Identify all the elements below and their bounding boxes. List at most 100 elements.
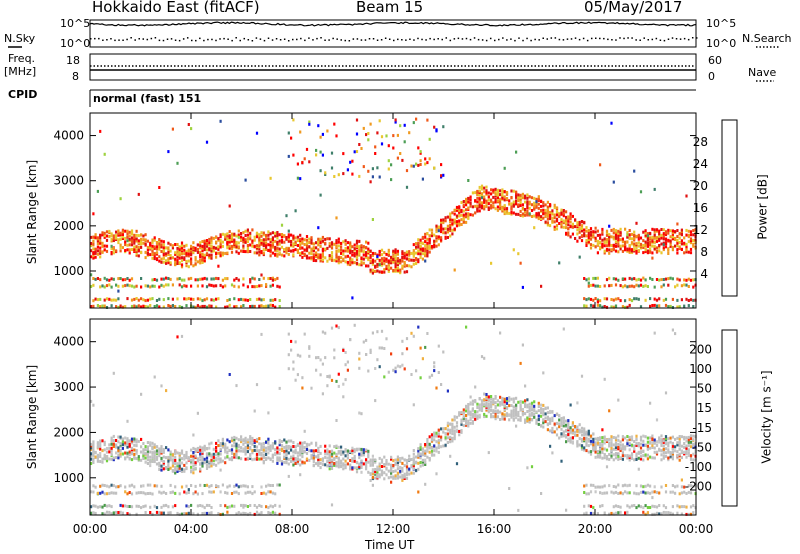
heatmap-cell [201, 304, 204, 308]
heatmap-cell [205, 248, 209, 252]
heatmap-cell [260, 332, 263, 336]
heatmap-cell [685, 247, 688, 251]
heatmap-cell [242, 505, 245, 509]
heatmap-cell [558, 214, 561, 218]
heatmap-cell [140, 237, 143, 241]
heatmap-cell [144, 445, 147, 449]
heatmap-cell [285, 246, 288, 250]
nsearch-point [607, 38, 609, 41]
nsearch-point [340, 39, 342, 41]
heatmap-cell [137, 192, 140, 196]
heatmap-cell [592, 283, 595, 287]
heatmap-cell [433, 365, 436, 369]
heatmap-cell [101, 284, 104, 288]
heatmap-cell [180, 334, 184, 338]
heatmap-cell [587, 234, 590, 238]
heatmap-cell [285, 248, 288, 252]
heatmap-cell [540, 200, 543, 203]
heatmap-cell [583, 512, 586, 516]
heatmap-cell [637, 504, 640, 508]
heatmap-cell [146, 492, 149, 495]
heatmap-cell [340, 459, 343, 463]
heatmap-cell [624, 483, 627, 487]
heatmap-cell [271, 442, 274, 446]
heatmap-cell [678, 241, 681, 244]
heatmap-cell [387, 476, 390, 480]
heatmap-cell [678, 278, 681, 282]
heatmap-cell [310, 249, 313, 253]
heatmap-cell [494, 395, 497, 398]
heatmap-cell [610, 298, 613, 301]
heatmap-cell [428, 244, 431, 248]
heatmap-cell [108, 297, 111, 301]
heatmap-cell [149, 304, 152, 307]
heatmap-cell [192, 492, 195, 496]
heatmap-cell [530, 401, 534, 405]
heatmap-cell [583, 431, 586, 435]
heatmap-cell [367, 169, 370, 173]
heatmap-cell [376, 255, 379, 259]
heatmap-cell [442, 125, 445, 129]
heatmap-cell [494, 411, 497, 415]
heatmap-cell [208, 446, 211, 450]
heatmap-cell [440, 238, 443, 242]
heatmap-cell [183, 252, 186, 256]
heatmap-cell [517, 508, 520, 512]
heatmap-cell [219, 452, 222, 456]
heatmap-cell [401, 461, 404, 465]
heatmap-cell [555, 206, 559, 210]
heatmap-cell [280, 444, 284, 448]
heatmap-cell [589, 243, 593, 247]
heatmap-cell [242, 438, 245, 442]
heatmap-cell [396, 473, 399, 477]
heatmap-cell [342, 257, 345, 261]
heatmap-cell [267, 437, 270, 441]
heatmap-cell [199, 259, 202, 263]
heatmap-cell [587, 432, 590, 436]
heatmap-cell [383, 256, 386, 260]
heatmap-cell [619, 233, 622, 237]
heatmap-cell [560, 432, 563, 436]
heatmap-cell [412, 254, 415, 258]
heatmap-cell [535, 212, 538, 216]
heatmap-cell [526, 419, 529, 423]
heatmap-cell [578, 236, 581, 240]
heatmap-cell [110, 238, 113, 241]
heatmap-cell [124, 284, 127, 288]
heatmap-cell [160, 511, 163, 515]
heatmap-cell [126, 232, 129, 236]
heatmap-cell [369, 249, 372, 253]
heatmap-cell [249, 445, 252, 449]
heatmap-cell [458, 214, 461, 218]
heatmap-cell [689, 237, 693, 241]
heatmap-cell [360, 248, 363, 252]
heatmap-cell [642, 439, 645, 443]
heatmap-cell [544, 416, 547, 420]
heatmap-cell [426, 232, 429, 236]
heatmap-cell [421, 241, 424, 245]
heatmap-cell [349, 258, 352, 262]
heatmap-cell [412, 467, 415, 471]
heatmap-cell [603, 435, 606, 439]
heatmap-cell [160, 239, 163, 243]
heatmap-cell [135, 297, 138, 300]
heatmap-cell [499, 331, 502, 335]
noise-panel-frame [89, 19, 697, 48]
heatmap-cell [637, 249, 640, 252]
heatmap-cell [649, 491, 652, 495]
heatmap-cell [592, 506, 595, 510]
heatmap-cell [255, 244, 259, 248]
heatmap-cell [217, 454, 220, 458]
heatmap-cell [537, 206, 540, 210]
heatmap-cell [419, 346, 422, 350]
heatmap-cell [551, 219, 554, 223]
heatmap-cell [560, 422, 563, 425]
heatmap-cell [135, 457, 138, 461]
heatmap-cell [124, 504, 127, 508]
heatmap-cell [560, 419, 563, 423]
heatmap-cell [151, 284, 154, 288]
heatmap-cell [335, 255, 338, 259]
heatmap-cell [601, 232, 604, 236]
heatmap-cell [280, 233, 284, 236]
heatmap-cell [144, 256, 147, 260]
